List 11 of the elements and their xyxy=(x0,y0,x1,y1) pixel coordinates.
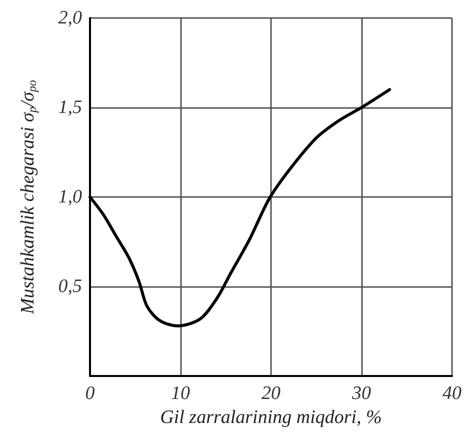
y-tick-label: 0,5 xyxy=(58,276,82,297)
y-tick-label: 1,0 xyxy=(58,186,82,208)
y-axis-title: Mustahkamlik chegarasi σp/σpo xyxy=(18,80,39,316)
y-tick-label: 2,0 xyxy=(58,8,82,28)
x-tick-label: 0 xyxy=(85,383,96,404)
x-tick-label: 30 xyxy=(351,383,372,404)
x-tick-label: 40 xyxy=(442,383,462,404)
y-tick-label: 1,5 xyxy=(58,97,82,118)
x-tick-label: 10 xyxy=(171,383,190,404)
x-tick-label: 20 xyxy=(262,383,281,404)
x-axis-title: Gil zarralarining miqdori, % xyxy=(160,406,382,428)
